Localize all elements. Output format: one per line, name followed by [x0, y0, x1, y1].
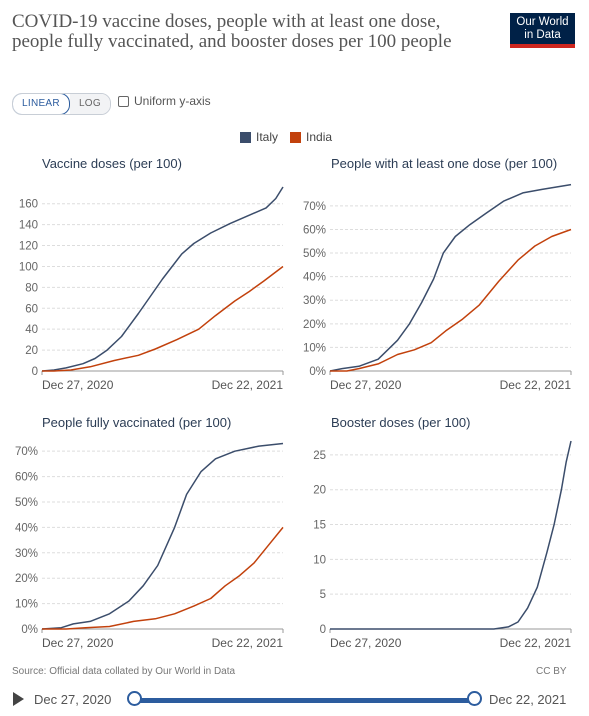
timeline-track[interactable] [134, 698, 474, 703]
series-line-india-1 [330, 228, 572, 372]
y-tick-label-0-1: 20 [25, 345, 38, 357]
y-tick-label-0-6: 120 [19, 241, 38, 253]
panel-title-1: People with at least one dose (per 100) [331, 156, 557, 171]
y-tick-label-1-4: 40% [303, 272, 326, 284]
chart-title: COVID-19 vaccine doses, people with at l… [12, 11, 452, 52]
y-tick-label-3-3: 15 [313, 520, 326, 532]
y-tick-label-1-1: 10% [303, 342, 326, 354]
legend-label-italy: Italy [256, 130, 279, 144]
linear-button[interactable]: LINEAR [12, 94, 70, 114]
y-tick-label-3-4: 20 [313, 485, 326, 497]
series-line-italy-0 [41, 186, 284, 372]
panel-title-2: People fully vaccinated (per 100) [42, 415, 231, 430]
x-tick-label-start-3: Dec 27, 2020 [330, 636, 402, 650]
legend-swatch-india [290, 131, 302, 143]
y-tick-label-0-3: 60 [25, 303, 38, 315]
series-line-italy-2 [41, 442, 284, 630]
y-tick-label-2-0: 0% [21, 624, 38, 636]
y-tick-label-3-2: 10 [313, 554, 326, 566]
checkbox-icon[interactable] [118, 95, 129, 107]
y-tick-label-0-2: 40 [25, 324, 38, 336]
panel-title-3: Booster doses (per 100) [331, 415, 470, 430]
series-line-india-2 [42, 526, 284, 630]
x-tick-label-end-1: Dec 22, 2021 [500, 378, 572, 392]
y-tick-label-3-0: 0 [320, 624, 326, 636]
y-tick-label-0-4: 80 [25, 282, 38, 294]
y-tick-label-2-1: 10% [15, 599, 38, 611]
y-tick-label-0-8: 160 [19, 199, 38, 211]
x-tick-label-end-2: Dec 22, 2021 [212, 636, 284, 650]
y-tick-label-1-2: 20% [303, 319, 326, 331]
log-button[interactable]: LOG [69, 94, 110, 114]
timeline-end-label: Dec 22, 2021 [489, 692, 567, 707]
y-tick-label-0-0: 0 [32, 366, 38, 378]
license-label[interactable]: CC BY [536, 666, 567, 677]
y-tick-label-0-5: 100 [19, 261, 38, 273]
timeline-start-handle[interactable] [127, 691, 142, 706]
legend-item-italy[interactable]: Italy [240, 130, 278, 144]
timeline-start-label: Dec 27, 2020 [34, 692, 112, 707]
y-tick-label-1-7: 70% [303, 201, 326, 213]
y-tick-label-2-3: 30% [15, 548, 38, 560]
uniform-y-axis-toggle[interactable]: Uniform y-axis [118, 94, 211, 108]
y-tick-label-1-6: 60% [303, 224, 326, 236]
x-tick-label-start-1: Dec 27, 2020 [330, 378, 402, 392]
x-tick-label-end-0: Dec 22, 2021 [212, 378, 284, 392]
y-tick-label-3-1: 5 [320, 589, 326, 601]
owid-logo[interactable]: Our World in Data [510, 13, 575, 48]
y-tick-label-2-4: 40% [15, 522, 38, 534]
play-icon[interactable] [13, 692, 24, 706]
panel-title-0: Vaccine doses (per 100) [42, 156, 182, 171]
uniform-label: Uniform y-axis [134, 94, 211, 108]
y-tick-label-1-0: 0% [309, 366, 326, 378]
y-tick-label-2-6: 60% [15, 472, 38, 484]
legend: Italy India [240, 130, 344, 144]
series-line-italy-3 [330, 440, 572, 630]
logo-line1: Our World [516, 16, 569, 28]
y-tick-label-3-5: 25 [313, 450, 326, 462]
y-tick-label-1-5: 50% [303, 248, 326, 260]
y-tick-label-0-7: 140 [19, 220, 38, 232]
source-note[interactable]: Source: Official data collated by Our Wo… [12, 666, 236, 677]
legend-item-india[interactable]: India [290, 130, 332, 144]
y-tick-label-2-7: 70% [15, 446, 38, 458]
y-tick-label-2-5: 50% [15, 497, 38, 509]
x-tick-label-start-0: Dec 27, 2020 [42, 378, 114, 392]
scale-toggle: LINEAR LOG [12, 93, 111, 115]
logo-line2: in Data [524, 29, 561, 41]
series-line-italy-1 [329, 183, 572, 372]
timeline-end-handle[interactable] [467, 691, 482, 706]
legend-swatch-italy [240, 131, 251, 143]
y-tick-label-2-2: 20% [15, 573, 38, 585]
logo-bar [510, 44, 575, 48]
x-tick-label-start-2: Dec 27, 2020 [42, 636, 114, 650]
series-line-india-0 [42, 265, 284, 372]
y-tick-label-1-3: 30% [303, 295, 326, 307]
x-tick-label-end-3: Dec 22, 2021 [500, 636, 572, 650]
legend-label-india: India [306, 130, 333, 144]
